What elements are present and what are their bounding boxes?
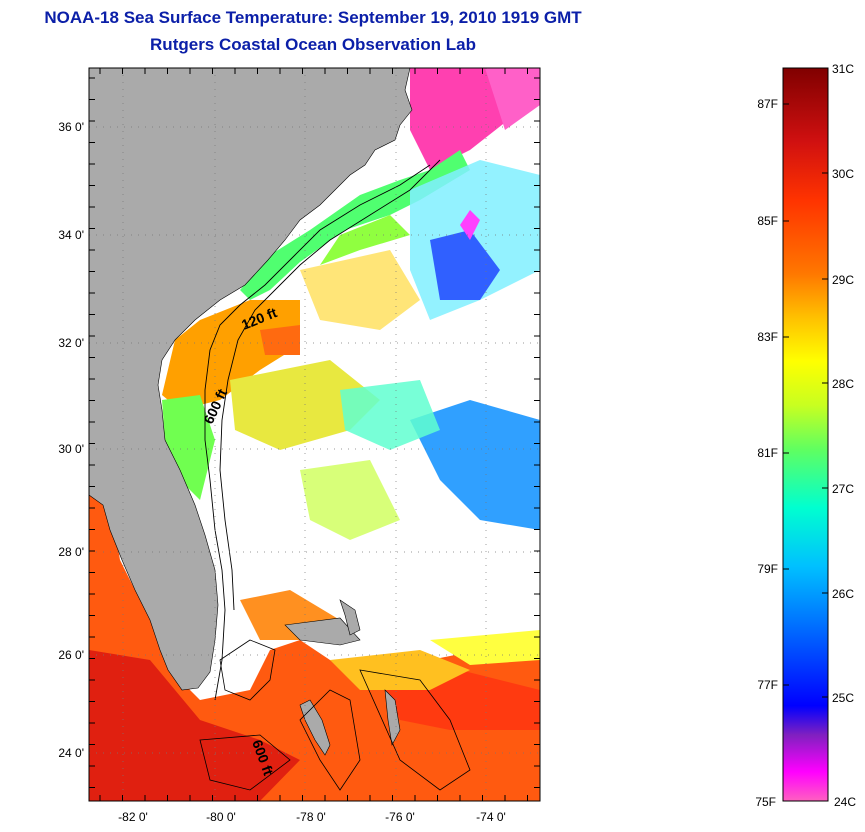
lon-label: -76 0'	[385, 810, 415, 824]
map-title: NOAA-18 Sea Surface Temperature: Septemb…	[44, 8, 582, 27]
celsius-label: 28C	[832, 377, 854, 391]
colorbar-gradient	[782, 67, 829, 802]
lat-label: 24 0'	[58, 746, 84, 760]
sst-patch-cyan-mid	[340, 380, 440, 450]
lat-label: 30 0'	[58, 442, 84, 456]
colorbar-ticks	[783, 103, 828, 698]
sst-patch-magenta	[460, 210, 480, 240]
map-area: 120 ft 600 ft 600 ft	[88, 67, 541, 802]
fahrenheit-label: 87F	[757, 97, 778, 111]
sst-patch-yellow-east	[430, 630, 540, 665]
lat-axis: 36 0' 34 0' 32 0' 30 0' 28 0' 26 0' 24 0…	[58, 120, 84, 760]
fahrenheit-label: 77F	[757, 678, 778, 692]
sst-patch-orange-ga	[162, 300, 300, 410]
land-us-southeast	[89, 68, 413, 691]
lon-label: -74 0'	[476, 810, 506, 824]
lon-label: -80 0'	[206, 810, 236, 824]
map-subtitle: Rutgers Coastal Ocean Observation Lab	[150, 35, 476, 54]
lat-label: 36 0'	[58, 120, 84, 134]
lon-label: -78 0'	[296, 810, 326, 824]
fahrenheit-label: 81F	[757, 446, 778, 460]
sst-patch-hot-keys	[89, 650, 300, 801]
sst-patch-green-fl	[162, 395, 215, 500]
celsius-label: 29C	[832, 273, 854, 287]
fahrenheit-label: 83F	[757, 330, 778, 344]
sst-patch-blue-ne	[430, 230, 500, 300]
celsius-label: 31C	[832, 62, 854, 76]
sst-patch-yellow-bahamas	[330, 650, 470, 690]
lat-label: 34 0'	[58, 228, 84, 242]
lon-axis: -82 0' -80 0' -78 0' -76 0' -74 0'	[118, 810, 506, 824]
map-frame	[88, 67, 541, 802]
sst-patch-lightgreen	[320, 215, 410, 265]
lon-label: -82 0'	[118, 810, 148, 824]
land-grand-bahama	[284, 617, 361, 646]
contour-600ft	[219, 159, 441, 611]
contour-bank-4	[359, 669, 471, 791]
lat-label: 32 0'	[58, 336, 84, 350]
sst-patch-blue-east	[410, 400, 540, 530]
colorbar-fahrenheit-labels: 87F 85F 83F 81F 79F 77F 75F	[755, 97, 778, 809]
celsius-label: 25C	[832, 691, 854, 705]
contour-bank-1	[219, 639, 276, 701]
colorbar-celsius-labels: 31C 30C 29C 28C 27C 26C 25C 24C	[832, 62, 856, 809]
celsius-label: 26C	[832, 587, 854, 601]
celsius-label: 24C	[834, 795, 856, 809]
sst-patch-orange-hot	[260, 325, 300, 355]
land-abaco	[339, 599, 361, 636]
land-eleuthera	[384, 689, 401, 746]
contour-120ft	[204, 164, 431, 701]
fahrenheit-label: 85F	[757, 214, 778, 228]
fahrenheit-label: 75F	[755, 795, 776, 809]
celsius-label: 30C	[832, 167, 854, 181]
fahrenheit-label: 79F	[757, 562, 778, 576]
land-andros-island	[299, 699, 331, 756]
sst-patch-pink-ne	[485, 68, 540, 130]
map-ticks	[89, 68, 540, 801]
celsius-label: 27C	[832, 482, 854, 496]
contour-bank-2	[299, 689, 361, 791]
contour-bank-3	[199, 734, 291, 791]
sst-patch-yellow-north	[300, 250, 420, 330]
colorbar: 31C 30C 29C 28C 27C 26C 25C 24C 87F 85F …	[755, 62, 856, 809]
sst-patch-lime-south	[300, 460, 400, 540]
lat-label: 28 0'	[58, 545, 84, 559]
lat-label: 26 0'	[58, 648, 84, 662]
